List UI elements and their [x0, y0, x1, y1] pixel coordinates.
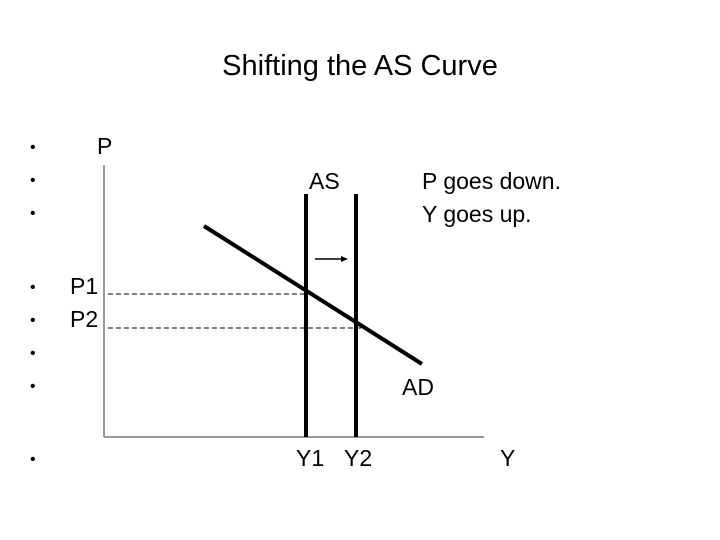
p2-label: P2: [70, 306, 99, 332]
bullet-6: •: [30, 345, 36, 362]
y1-label: Y1: [296, 445, 325, 471]
bullet-4: •: [30, 279, 36, 296]
y2-label: Y2: [344, 445, 373, 471]
bullet-7: •: [30, 378, 36, 395]
note-line-1: P goes down.: [422, 168, 561, 194]
p-axis-label: P: [97, 133, 113, 159]
p1-label: P1: [70, 273, 99, 299]
bullet-5: •: [30, 312, 36, 329]
as-curve-label: AS: [309, 168, 340, 194]
y-axis-label: Y: [500, 445, 516, 471]
ad-curve: [202, 224, 424, 366]
slide-title: Shifting the AS Curve: [222, 50, 498, 82]
bullet-2: •: [30, 172, 36, 189]
bullet-1: •: [30, 139, 36, 156]
note-line-2: Y goes up.: [422, 201, 532, 227]
bullet-3: •: [30, 205, 36, 222]
bullet-8: •: [30, 451, 36, 468]
ad-curve-label: AD: [402, 374, 434, 400]
shift-arrow-head: [341, 256, 348, 262]
